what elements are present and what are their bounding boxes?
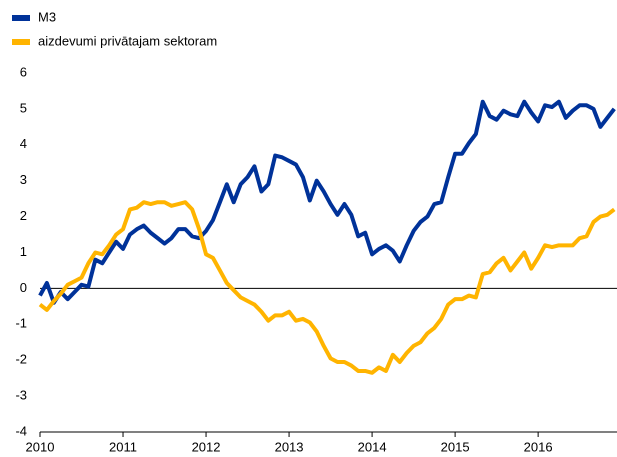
series-line: [38, 99, 616, 305]
y-tick-label: -2: [15, 352, 27, 367]
y-tick-label: 3: [20, 172, 27, 187]
legend-swatch: [12, 39, 30, 45]
series-line: [38, 200, 616, 375]
y-tick-label: -3: [15, 388, 27, 403]
y-tick-label: 0: [20, 280, 27, 295]
legend-label: aizdevumi privātajam sektoram: [38, 33, 217, 48]
y-tick-label: 1: [20, 244, 27, 259]
x-tick-label: 2015: [441, 439, 470, 454]
x-tick-label: 2012: [192, 439, 221, 454]
x-tick-label: 2014: [358, 439, 387, 454]
y-tick-label: 2: [20, 208, 27, 223]
y-tick-label: 4: [20, 136, 27, 151]
x-tick-label: 2010: [26, 439, 55, 454]
legend-swatch: [12, 15, 30, 21]
x-tick-label: 2016: [524, 439, 553, 454]
y-tick-label: 6: [20, 64, 27, 79]
x-tick-label: 2013: [275, 439, 304, 454]
y-tick-label: 5: [20, 100, 27, 115]
y-tick-label: -4: [15, 423, 27, 438]
legend-label: M3: [38, 9, 56, 24]
x-tick-label: 2011: [109, 439, 137, 454]
y-tick-label: -1: [15, 316, 27, 331]
